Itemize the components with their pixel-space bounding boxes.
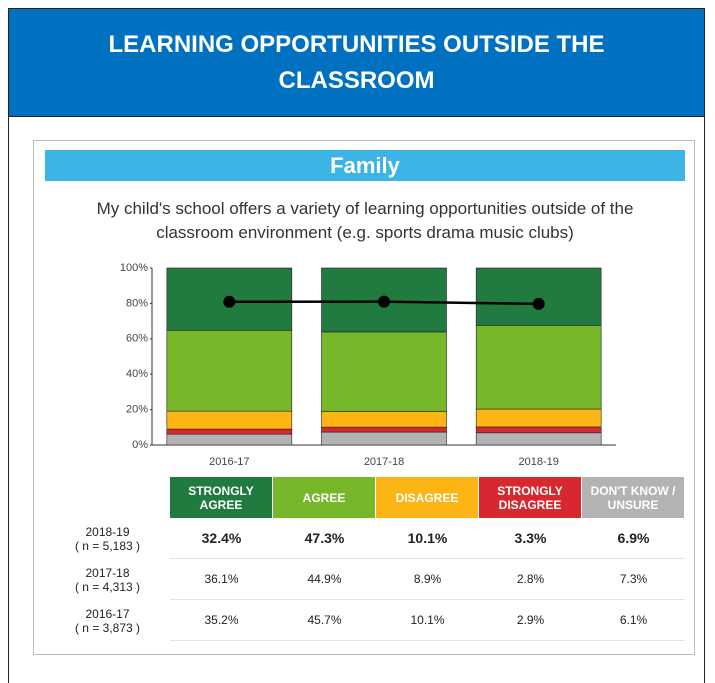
- bar-segment: [475, 408, 602, 428]
- line-point: [378, 295, 390, 308]
- table-cell: 2.8%: [479, 559, 582, 600]
- y-tick-label: 0%: [132, 439, 148, 451]
- section-title: Family: [45, 150, 685, 181]
- table-cell: 7.3%: [582, 559, 685, 600]
- bar-segment: [166, 410, 293, 430]
- table-cell: 44.9%: [273, 559, 376, 600]
- y-tick-label: 60%: [126, 333, 148, 345]
- bar-segment: [475, 267, 602, 326]
- row-label: 2017-18( n = 4,313 ): [45, 559, 170, 600]
- legend-header: AGREE: [273, 477, 376, 518]
- table-cell: 47.3%: [273, 518, 376, 559]
- table-cell: 2.9%: [479, 600, 582, 641]
- y-tick-label: 80%: [126, 297, 148, 309]
- table-cell: 8.9%: [376, 559, 479, 600]
- row-note: ( n = 4,313 ): [74, 579, 141, 594]
- row-year: 2016-17: [85, 606, 130, 621]
- bar-segment: [166, 330, 293, 412]
- row-year: 2018-19: [85, 524, 130, 539]
- table-cell: 3.3%: [479, 518, 582, 559]
- bar-segment: [321, 411, 447, 428]
- panel: [33, 140, 695, 655]
- bar-segment: [475, 432, 602, 446]
- legend-header: STRONGLY AGREE: [170, 477, 273, 518]
- bar-segment: [321, 431, 447, 446]
- bar-segment: [475, 426, 602, 434]
- y-tick-label: 20%: [126, 404, 148, 416]
- table-cell: 32.4%: [170, 518, 273, 559]
- x-tick-label: 2018-19: [518, 456, 558, 468]
- legend-header: DISAGREE: [376, 477, 479, 518]
- table-cell: 10.1%: [376, 600, 479, 641]
- bar-segment: [475, 325, 602, 410]
- header-title: LEARNING OPPORTUNITIES OUTSIDE THE CLASS…: [108, 30, 605, 94]
- header: LEARNING OPPORTUNITIES OUTSIDE THE CLASS…: [8, 8, 705, 117]
- table-cell: 45.7%: [273, 600, 376, 641]
- line-point: [532, 297, 545, 310]
- bar-segment: [166, 433, 293, 446]
- bar-segment: [321, 331, 447, 412]
- row-label: 2016-17( n = 3,873 ): [45, 600, 170, 641]
- table-cell: 6.1%: [582, 600, 685, 641]
- y-tick-label: 40%: [126, 368, 148, 380]
- row-note: ( n = 3,873 ): [74, 620, 141, 635]
- row-label: 2018-19( n = 5,183 ): [45, 518, 170, 559]
- bar-segment: [321, 426, 447, 433]
- chart-title: My child's school offers a variety of le…: [96, 199, 634, 242]
- table-cell: 35.2%: [170, 600, 273, 641]
- legend-header: DON'T KNOW / UNSURE: [582, 477, 685, 518]
- chart: 0% 20% 40% 60% 80% 100% 2016-17 2017-18 2018-19: [120, 262, 616, 468]
- bar-segment: [166, 428, 293, 435]
- y-tick-label: 100%: [120, 262, 148, 274]
- table-cell: 6.9%: [582, 518, 685, 559]
- line-point: [223, 295, 236, 308]
- legend-header: STRONGLY DISAGREE: [479, 477, 582, 518]
- x-tick-label: 2016-17: [209, 456, 249, 468]
- x-tick-label: 2017-18: [364, 456, 404, 468]
- table-cell: 10.1%: [376, 518, 479, 559]
- table-cell: 36.1%: [170, 559, 273, 600]
- row-year: 2017-18: [85, 565, 130, 580]
- row-note: ( n = 5,183 ): [74, 538, 141, 553]
